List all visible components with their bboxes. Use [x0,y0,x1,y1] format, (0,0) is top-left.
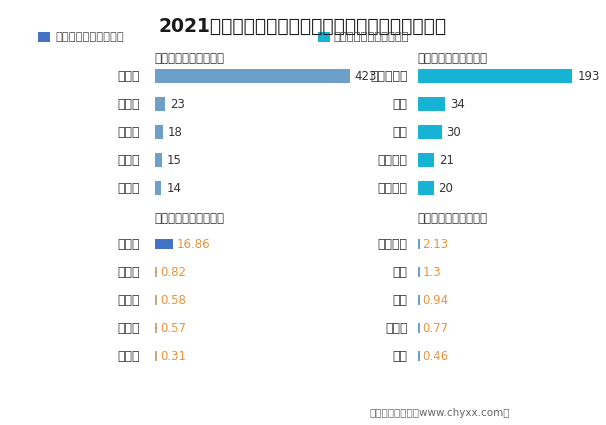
Text: 制图：智研咨询（www.chyxx.com）: 制图：智研咨询（www.chyxx.com） [370,408,510,418]
Bar [155,125,163,139]
Bar [155,239,173,249]
Text: 193: 193 [578,70,600,82]
Bar [418,295,419,305]
Bar [155,153,162,167]
Text: 1.3: 1.3 [422,266,441,278]
Text: 河南省: 河南省 [118,349,140,363]
Text: 美国: 美国 [393,349,408,363]
Bar [418,351,419,361]
Bar [155,323,157,333]
Text: 中国香港: 中国香港 [378,153,408,167]
Text: 21: 21 [439,153,454,167]
Text: 上海市: 上海市 [118,321,140,334]
Text: 0.94: 0.94 [422,294,448,306]
Text: 0.77: 0.77 [422,321,448,334]
Bar [155,295,157,305]
Bar [418,153,435,167]
Text: 0.58: 0.58 [160,294,185,306]
Text: 18: 18 [168,125,183,139]
Bar [418,239,419,249]
Bar [155,69,350,83]
Text: 广东省: 广东省 [118,266,140,278]
Text: 0.46: 0.46 [422,349,448,363]
Text: 合成纤维短纤缝纫线：: 合成纤维短纤缝纫线： [155,51,225,65]
Text: 越南: 越南 [393,125,408,139]
Text: 人造纤维短纤缝纫线：: 人造纤维短纤缝纫线： [418,212,488,224]
Text: 进口省市（单位：吨）: 进口省市（单位：吨） [55,32,124,42]
Bar [318,32,330,42]
Text: 2021年化学纤维短纤制缝纫线主要进口省市和来源地: 2021年化学纤维短纤制缝纫线主要进口省市和来源地 [159,17,447,36]
Text: 日本: 日本 [393,266,408,278]
Text: 福建省: 福建省 [118,294,140,306]
Text: 江苏省: 江苏省 [118,125,140,139]
Text: 韩国: 韩国 [393,97,408,110]
Text: 广东省: 广东省 [118,70,140,82]
Text: 山东省: 山东省 [118,153,140,167]
Text: 0.82: 0.82 [160,266,186,278]
Text: 0.57: 0.57 [160,321,186,334]
Text: 越南: 越南 [393,294,408,306]
Text: 柬埔寨: 柬埔寨 [385,321,408,334]
Text: 15: 15 [167,153,182,167]
Bar [418,97,445,111]
Bar [418,69,572,83]
Bar [418,323,419,333]
Text: 34: 34 [450,97,465,110]
Text: 2.13: 2.13 [422,238,448,250]
Bar [418,181,433,195]
Text: 中国香港: 中国香港 [378,238,408,250]
Text: 浙江省: 浙江省 [118,181,140,195]
Text: 合成纤维短纤缝纫线：: 合成纤维短纤缝纫线： [418,51,488,65]
Bar [418,125,442,139]
Bar [155,351,157,361]
Text: 辽宁省: 辽宁省 [118,97,140,110]
Bar [418,267,419,277]
Bar [155,267,157,277]
Text: 辽宁省: 辽宁省 [118,238,140,250]
Text: 20: 20 [439,181,453,195]
Text: 0.31: 0.31 [160,349,186,363]
Text: 14: 14 [166,181,181,195]
Text: 中国台湾: 中国台湾 [378,181,408,195]
Text: 16.86: 16.86 [177,238,210,250]
Text: 人造纤维短纤缝纫线：: 人造纤维短纤缝纫线： [155,212,225,224]
Text: 423: 423 [355,70,377,82]
Text: 进口来源地（单位：吨）: 进口来源地（单位：吨） [334,32,409,42]
Text: 23: 23 [170,97,185,110]
Bar [155,97,165,111]
Text: 30: 30 [447,125,461,139]
Bar [155,181,161,195]
Bar [38,32,50,42]
Text: 印度尼西亚: 印度尼西亚 [370,70,408,82]
